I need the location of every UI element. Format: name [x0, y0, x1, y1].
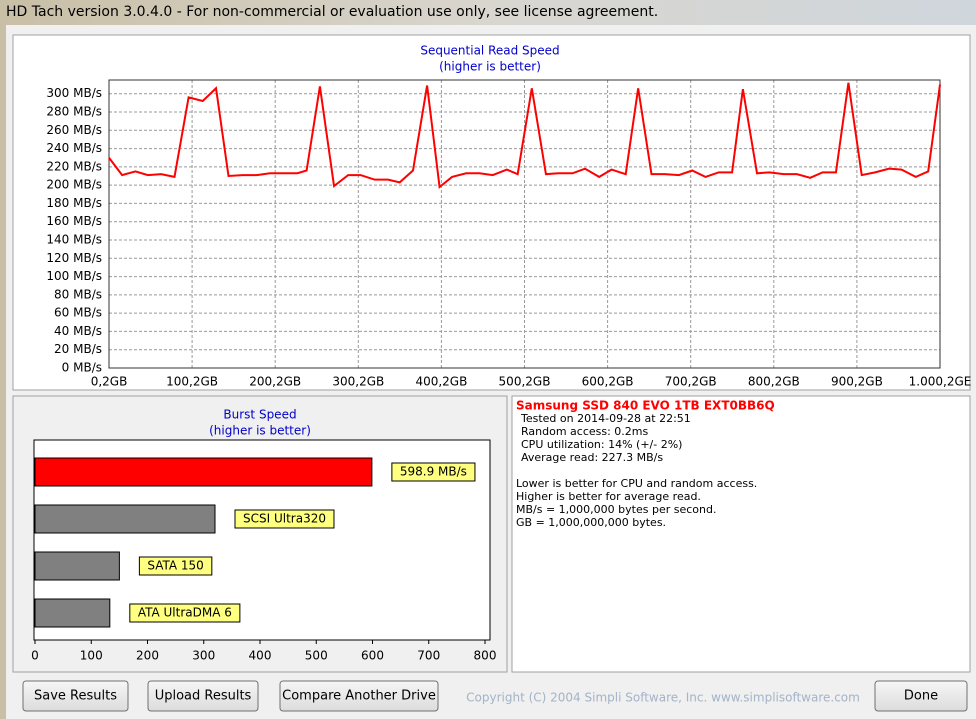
bar-label-box — [391, 462, 476, 482]
info-detail: CPU utilization: 14% (+/- 2%) — [521, 438, 682, 451]
bar-label: 598.9 MB/s — [400, 465, 467, 479]
chart-title: Sequential Read Speed — [420, 44, 559, 58]
x-tick-label: 1.000,2GE — [909, 375, 972, 389]
bar — [34, 598, 111, 628]
x-tick-label: 700 — [417, 649, 440, 663]
plot-area — [109, 80, 940, 368]
bar — [34, 457, 373, 487]
y-tick-label: 0 MB/s — [62, 361, 102, 375]
info-note: MB/s = 1,000,000 bytes per second. — [516, 503, 716, 516]
y-tick-label: 120 MB/s — [46, 251, 102, 265]
bar-label-box — [234, 509, 335, 529]
x-tick-label: 400 — [249, 649, 272, 663]
x-tick-label: 600,2GB — [582, 375, 634, 389]
button[interactable]: Done — [874, 680, 968, 712]
button-face — [874, 680, 968, 712]
chart-title: Burst Speed — [223, 408, 296, 422]
plot-border — [108, 79, 941, 369]
y-tick-label: 140 MB/s — [46, 233, 102, 247]
bar-label-box — [138, 556, 213, 576]
x-tick-label: 500,2GB — [499, 375, 551, 389]
button-label: Upload Results — [155, 689, 252, 704]
y-tick-label: 200 MB/s — [46, 178, 102, 192]
chart-subtitle: (higher is better) — [439, 60, 541, 74]
y-tick-label: 40 MB/s — [54, 324, 102, 338]
button[interactable]: Save Results — [22, 680, 129, 712]
x-tick-label: 0 — [31, 649, 39, 663]
x-tick-label: 700,2GB — [665, 375, 717, 389]
button-face — [147, 680, 259, 712]
y-tick-label: 100 MB/s — [46, 269, 102, 283]
x-tick-label: 800,2GB — [748, 375, 800, 389]
drive-name: Samsung SSD 840 EVO 1TB EXT0BB6Q — [516, 399, 775, 413]
x-tick-label: 200,2GB — [249, 375, 301, 389]
y-tick-label: 80 MB/s — [54, 287, 102, 301]
button[interactable]: Upload Results — [147, 680, 259, 712]
x-tick-label: 400,2GB — [415, 375, 467, 389]
x-tick-label: 300,2GB — [332, 375, 384, 389]
y-tick-label: 280 MB/s — [46, 105, 102, 119]
info-note: Higher is better for average read. — [516, 490, 701, 503]
button-label: Done — [904, 689, 938, 704]
button-face — [279, 680, 439, 712]
x-tick-label: 900,2GB — [831, 375, 883, 389]
y-tick-label: 160 MB/s — [46, 214, 102, 228]
button-label: Save Results — [34, 689, 117, 704]
info-panel — [511, 395, 971, 673]
bar-label: ATA UltraDMA 6 — [138, 606, 232, 620]
y-tick-label: 180 MB/s — [46, 196, 102, 210]
y-tick-label: 300 MB/s — [46, 86, 102, 100]
info-detail: Random access: 0.2ms — [521, 425, 649, 438]
bar-label-box — [129, 603, 241, 623]
info-detail: Average read: 227.3 MB/s — [521, 451, 663, 464]
info-detail: Tested on 2014-09-28 at 22:51 — [520, 412, 691, 425]
x-tick-label: 200 — [136, 649, 159, 663]
window-title: HD Tach version 3.0.4.0 - For non-commer… — [6, 4, 658, 20]
bar — [34, 551, 120, 581]
copyright: Copyright (C) 2004 Simpli Software, Inc.… — [466, 691, 860, 705]
x-tick-label: 500 — [305, 649, 328, 663]
y-tick-label: 60 MB/s — [54, 306, 102, 320]
chart-subtitle: (higher is better) — [209, 424, 311, 438]
info-note: Lower is better for CPU and random acces… — [516, 477, 757, 490]
bar-label: SCSI Ultra320 — [243, 512, 326, 526]
x-tick-label: 0,2GB — [91, 375, 128, 389]
info-note: GB = 1,000,000,000 bytes. — [516, 516, 666, 529]
x-tick-label: 300 — [192, 649, 215, 663]
x-tick-label: 800 — [474, 649, 497, 663]
y-tick-label: 220 MB/s — [46, 159, 102, 173]
button[interactable]: Compare Another Drive — [279, 680, 439, 712]
button-face — [22, 680, 129, 712]
x-tick-label: 100,2GB — [166, 375, 218, 389]
y-tick-label: 20 MB/s — [54, 342, 102, 356]
bar-label: SATA 150 — [147, 559, 203, 573]
bar — [34, 504, 216, 534]
read-line — [108, 82, 941, 189]
y-tick-label: 240 MB/s — [46, 141, 102, 155]
y-tick-label: 260 MB/s — [46, 123, 102, 137]
x-tick-label: 600 — [361, 649, 384, 663]
button-label: Compare Another Drive — [282, 689, 436, 704]
x-tick-label: 100 — [80, 649, 103, 663]
